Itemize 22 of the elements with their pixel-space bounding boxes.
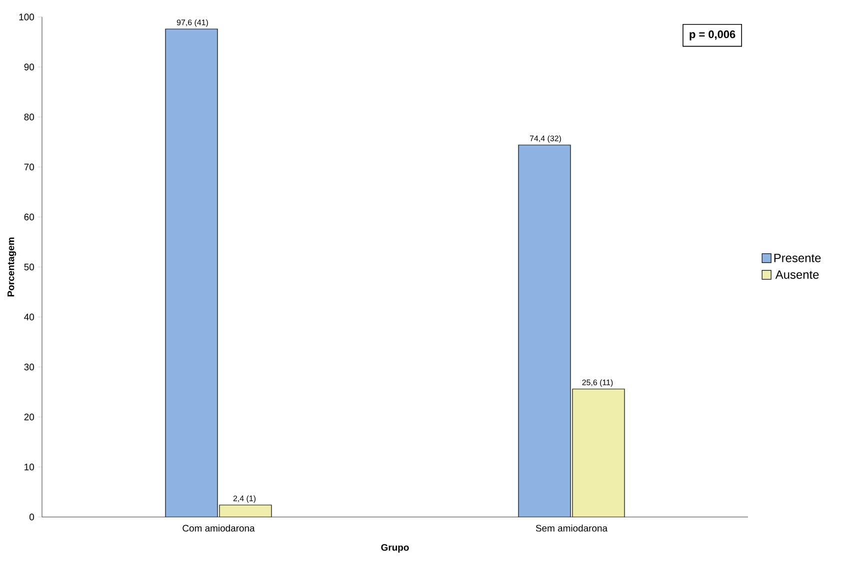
y-axis-title: Porcentagem xyxy=(8,238,16,296)
bar xyxy=(518,144,571,517)
y-tick-label: 60 xyxy=(24,214,34,220)
legend-label: Ausente xyxy=(775,270,819,279)
y-tick-label: 50 xyxy=(24,264,34,270)
bar xyxy=(220,505,272,517)
x-tick-label: Sem amiodarona xyxy=(536,524,608,532)
y-tick-label: 80 xyxy=(24,114,34,120)
x-tick-label: Com amiodarona xyxy=(182,524,255,532)
bar xyxy=(166,28,218,517)
y-tick-label: 0 xyxy=(30,514,34,520)
y-tick-label: 30 xyxy=(24,364,34,370)
annotation: p = 0,006 xyxy=(690,30,736,40)
x-axis-title: Grupo xyxy=(381,544,409,553)
bar xyxy=(572,388,625,517)
y-tick-label: 10 xyxy=(24,464,34,470)
y-tick-label: 40 xyxy=(24,314,34,320)
y-tick-label: 90 xyxy=(24,64,34,70)
y-tick-label: 20 xyxy=(24,414,34,420)
y-tick-label: 100 xyxy=(19,14,34,20)
y-tick-label: 70 xyxy=(24,164,34,170)
legend-label: Presente xyxy=(774,254,821,262)
